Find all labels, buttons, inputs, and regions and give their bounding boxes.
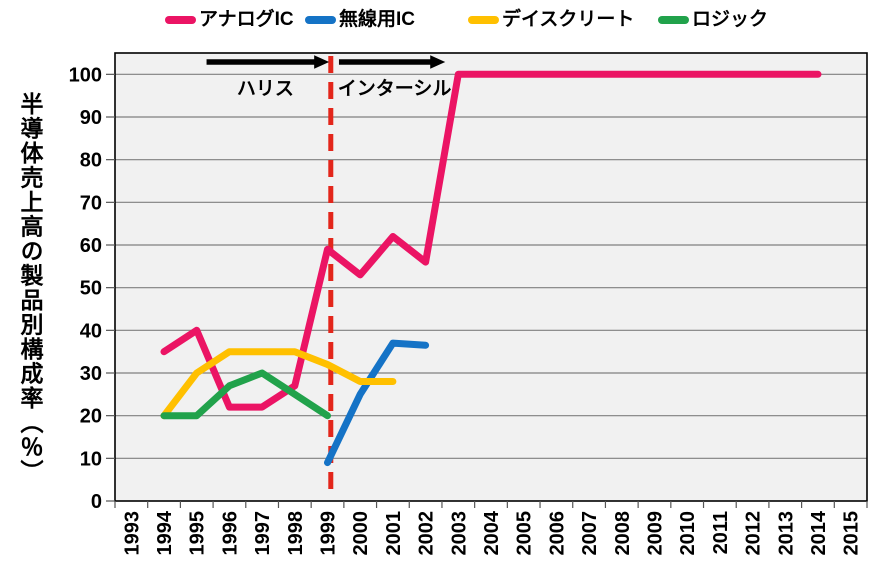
y-tick-label: 50 [80,278,102,300]
y-axis-title: 半導体売上高の製品別構成率（％） [17,92,43,484]
x-tick-label: 2008 [612,511,634,556]
y-tick-label: 60 [80,235,102,257]
y-tick-label: 30 [80,363,102,385]
legend-label-logic: ロジック [692,9,769,30]
y-tick-label: 90 [80,107,102,129]
legend-item-logic: ロジック [658,9,768,31]
series-line-discrete [160,348,397,420]
legend-label-discrete: デイスクリート [502,9,635,30]
x-tick-label: 1995 [187,511,209,556]
x-tick-label: 2010 [677,511,699,556]
legend-label-analog-ic: アナログIC [199,9,294,30]
x-tick-label: 2000 [350,511,372,556]
x-tick-label: 1994 [154,510,176,555]
x-tick-label: 2009 [644,511,666,556]
plot-border [114,52,868,502]
y-tick-label: 10 [80,448,102,470]
era-label-intersil: インターシル [337,78,452,100]
legend-swatch-analog-ic [165,16,196,24]
y-tick-label: 40 [80,320,102,342]
legend-item-discrete: デイスクリート [468,9,634,31]
series-line-analog-ic [160,70,822,411]
era-arrow-head-intersil [430,55,446,69]
x-tick-label: 2004 [481,510,503,555]
legend: アナログIC 無線用IC デイスクリート ロジック [0,0,882,38]
x-tick-label: 2001 [383,511,405,556]
x-tick-label: 1997 [252,511,274,556]
x-tick-label: 2007 [579,511,601,556]
era-label-harris: ハリス [236,78,294,100]
series-line-wireless-ic [324,339,430,467]
x-tick-label: 2011 [710,511,732,554]
legend-swatch-logic [658,16,689,24]
x-tick-label: 2005 [514,511,536,556]
x-tick-label: 1999 [318,511,340,556]
x-tick-label: 2015 [841,511,863,556]
y-tick-label: 100 [69,64,102,86]
legend-swatch-wireless-ic [305,16,336,24]
x-tick-label: 2006 [546,511,568,556]
x-tick-label: 1993 [121,511,143,556]
y-tick-label: 0 [91,491,102,513]
series-line-logic [160,369,331,420]
era-arrow-head-harris [314,55,330,69]
x-tick-label: 2014 [808,510,830,555]
legend-item-wireless-ic: 無線用IC [305,9,415,31]
x-tick-label: 2002 [416,511,438,556]
x-tick-label: 2012 [743,511,765,556]
plot-area [115,53,867,501]
legend-item-analog-ic: アナログIC [165,9,294,31]
x-tick-label: 1996 [219,511,241,556]
legend-swatch-discrete [468,16,499,24]
legend-label-wireless-ic: 無線用IC [339,9,416,30]
x-tick-label: 1998 [285,511,307,556]
y-tick-label: 80 [80,150,102,172]
x-tick-label: 2013 [775,511,797,556]
y-tick-label: 20 [80,406,102,428]
x-tick-label: 2003 [448,511,470,556]
y-tick-label: 70 [80,192,102,214]
